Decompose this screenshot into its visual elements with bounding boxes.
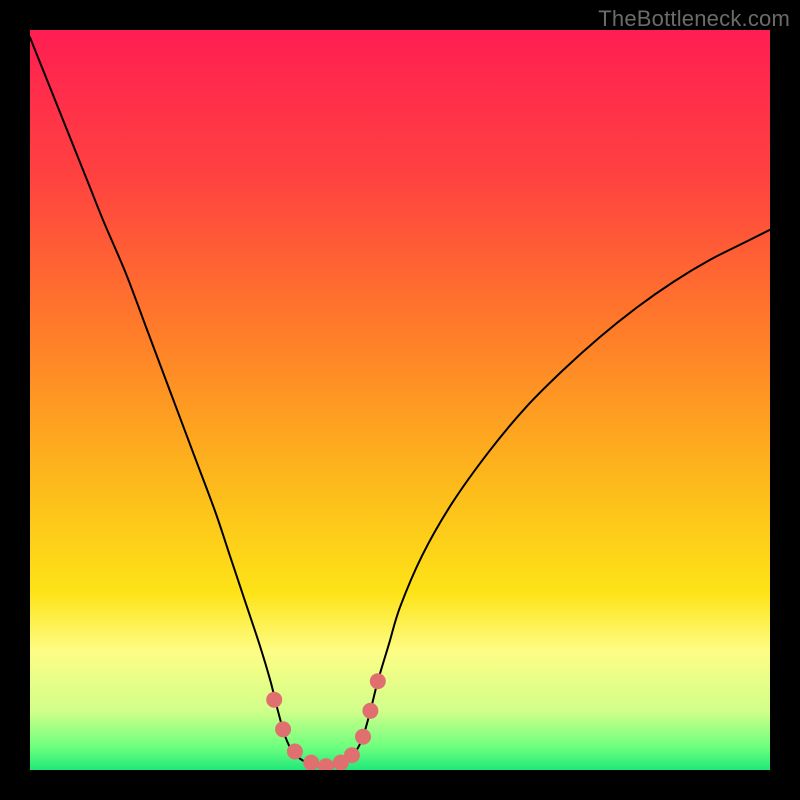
highlight-marker bbox=[303, 755, 319, 770]
highlight-marker bbox=[344, 747, 360, 763]
highlight-marker bbox=[275, 721, 291, 737]
chart-svg bbox=[30, 30, 770, 770]
highlight-marker bbox=[266, 692, 282, 708]
highlight-marker bbox=[355, 729, 371, 745]
bottleneck-curve bbox=[30, 37, 770, 767]
highlight-marker bbox=[362, 703, 378, 719]
chart-plot-area bbox=[30, 30, 770, 770]
highlight-marker bbox=[318, 758, 334, 770]
highlight-marker bbox=[287, 744, 303, 760]
watermark-text: TheBottleneck.com bbox=[598, 6, 790, 32]
highlight-marker bbox=[370, 673, 386, 689]
